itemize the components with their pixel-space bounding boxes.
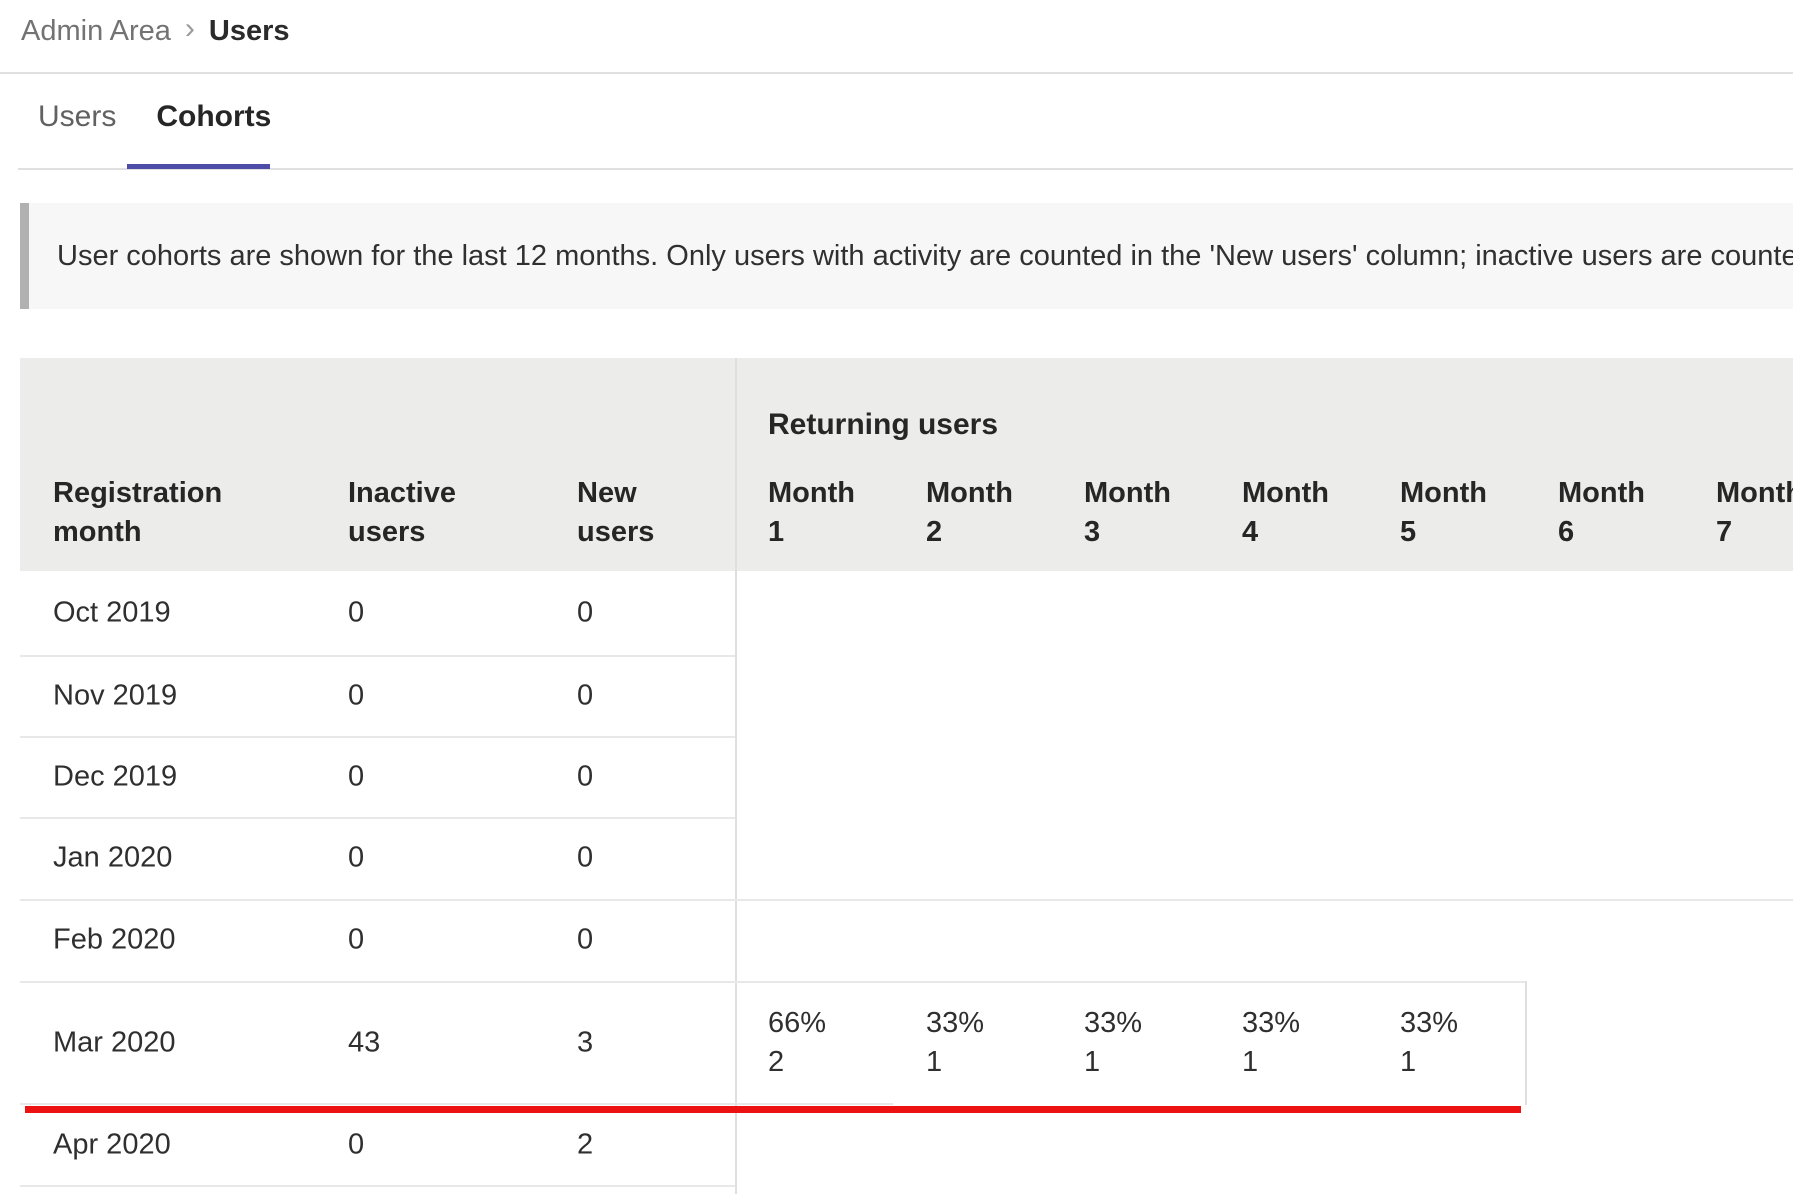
table-row-dec-2019: Dec 2019 0 0 bbox=[0, 736, 1793, 817]
tab-cohorts[interactable]: Cohorts bbox=[156, 100, 272, 133]
inactive-users-cell: 43 bbox=[348, 1026, 381, 1058]
column-header-new-users: New users bbox=[577, 477, 655, 548]
red-annotation-underline bbox=[25, 1106, 1521, 1113]
tab-bar-divider bbox=[18, 168, 1793, 170]
column-header-inactive-users: Inactive users bbox=[348, 477, 456, 548]
table-row-nov-2019: Nov 2019 0 0 bbox=[0, 655, 1793, 736]
cohort-month-5-cell: 33% 1 bbox=[1400, 1006, 1459, 1078]
inactive-users-cell: 0 bbox=[348, 679, 365, 711]
registration-month-cell: Apr 2020 bbox=[53, 1128, 171, 1160]
cohort-month-1-cell: 66% 2 bbox=[768, 1006, 827, 1078]
cohort-month-2-cell: 33% 1 bbox=[926, 1006, 985, 1078]
column-header-month-3: Month 3 bbox=[1084, 477, 1171, 548]
info-banner: User cohorts are shown for the last 12 m… bbox=[20, 203, 1793, 309]
table-row-feb-2020: Feb 2020 0 0 bbox=[0, 899, 1793, 981]
column-header-month-1: Month 1 bbox=[768, 477, 855, 548]
row-divider bbox=[20, 817, 735, 819]
tab-users[interactable]: Users bbox=[38, 100, 117, 133]
column-header-month-6: Month 6 bbox=[1558, 477, 1645, 548]
new-users-cell: 0 bbox=[577, 596, 594, 629]
registration-month-cell: Feb 2020 bbox=[53, 923, 176, 956]
new-users-cell: 0 bbox=[577, 760, 594, 792]
registration-month-cell: Jan 2020 bbox=[53, 841, 173, 874]
column-header-registration-month: Registration month bbox=[53, 477, 223, 548]
row-divider bbox=[20, 899, 1793, 901]
registration-month-cell: Dec 2019 bbox=[53, 760, 178, 792]
chevron-right-icon: › bbox=[184, 12, 195, 45]
row-divider bbox=[20, 736, 735, 738]
row-divider bbox=[20, 655, 735, 657]
table-row-apr-2020: Apr 2020 0 2 bbox=[0, 1104, 1793, 1185]
column-header-month-2: Month 2 bbox=[926, 477, 1013, 548]
cohorts-table-header bbox=[20, 358, 1793, 571]
new-users-cell: 3 bbox=[577, 1026, 594, 1058]
inactive-users-cell: 0 bbox=[348, 923, 365, 956]
registration-month-cell: Mar 2020 bbox=[53, 1026, 176, 1058]
row-divider bbox=[20, 1103, 893, 1105]
column-header-month-7: Month 7 bbox=[1716, 477, 1793, 548]
cohort-month-3-cell: 33% 1 bbox=[1084, 1006, 1143, 1078]
new-users-cell: 2 bbox=[577, 1128, 594, 1160]
new-users-cell: 0 bbox=[577, 679, 594, 711]
cohort-month-4-cell: 33% 1 bbox=[1242, 1006, 1301, 1078]
breadcrumb: Admin Area › Users bbox=[21, 10, 290, 52]
info-banner-left-bar bbox=[20, 203, 29, 309]
breadcrumb-admin-area-link[interactable]: Admin Area bbox=[21, 14, 171, 47]
column-header-month-4: Month 4 bbox=[1242, 477, 1329, 548]
inactive-users-cell: 0 bbox=[348, 1128, 365, 1160]
month5-cell-right-border bbox=[1525, 981, 1527, 1105]
inactive-users-cell: 0 bbox=[348, 596, 365, 629]
inactive-users-cell: 0 bbox=[348, 841, 365, 874]
new-users-cell: 0 bbox=[577, 923, 594, 956]
breadcrumb-current-page: Users bbox=[208, 14, 290, 47]
breadcrumb-divider bbox=[0, 72, 1793, 74]
tab-bar: Users Cohorts bbox=[38, 100, 271, 146]
table-row-jan-2020: Jan 2020 0 0 bbox=[0, 817, 1793, 899]
inactive-users-cell: 0 bbox=[348, 760, 365, 792]
row-divider bbox=[20, 1185, 735, 1187]
active-tab-indicator bbox=[127, 164, 270, 169]
row-divider bbox=[20, 981, 1525, 983]
info-banner-text: User cohorts are shown for the last 12 m… bbox=[57, 239, 1793, 272]
returning-users-group-header: Returning users bbox=[768, 408, 999, 441]
new-users-cell: 0 bbox=[577, 841, 594, 874]
table-row-mar-2020: Mar 2020 43 3 66% 2 33% 1 33% 1 33% 1 33% 1 bbox=[0, 981, 1793, 1104]
registration-month-cell: Nov 2019 bbox=[53, 679, 178, 711]
column-header-month-5: Month 5 bbox=[1400, 477, 1487, 548]
table-row-oct-2019: Oct 2019 0 0 bbox=[0, 571, 1793, 655]
table-vertical-divider bbox=[735, 358, 737, 1194]
registration-month-cell: Oct 2019 bbox=[53, 596, 171, 629]
